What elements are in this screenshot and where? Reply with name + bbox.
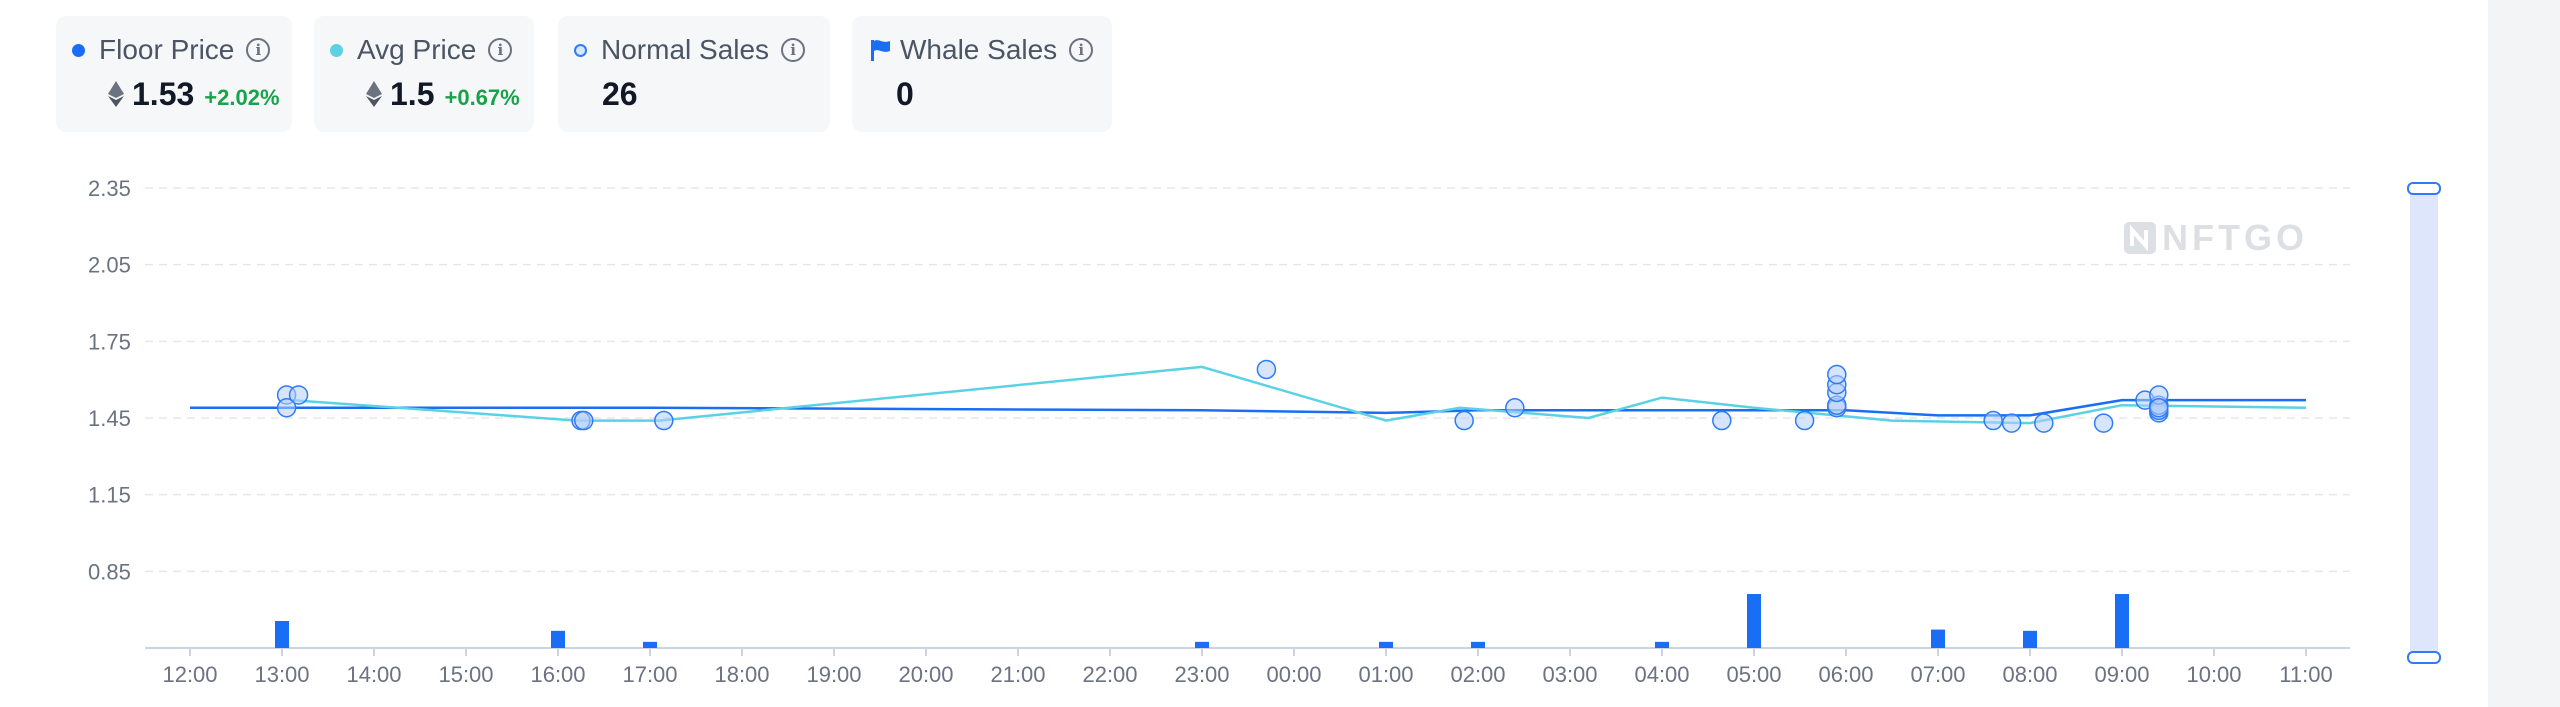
sale-point[interactable]: [654, 410, 674, 431]
grid-lines: [145, 187, 2350, 649]
sale-point[interactable]: [574, 410, 594, 431]
x-tick-label: 01:00: [1358, 662, 1413, 687]
volume-bar[interactable]: [275, 621, 289, 648]
range-slider-track[interactable]: [2410, 188, 2438, 658]
floor-price-change: +2.02%: [204, 85, 280, 110]
sale-point[interactable]: [1983, 410, 2003, 431]
volume-bar[interactable]: [2023, 630, 2037, 648]
sale-points: [276, 359, 2169, 433]
whale-flag-icon: [871, 40, 890, 61]
volume-bar[interactable]: [551, 630, 565, 648]
volume-bar[interactable]: [643, 641, 657, 648]
x-tick-label: 03:00: [1542, 662, 1597, 687]
x-tick-label: 11:00: [2279, 662, 2332, 687]
x-tick-label: 00:00: [1266, 662, 1321, 687]
volume-bar[interactable]: [1931, 629, 1945, 648]
sale-point[interactable]: [1256, 359, 1277, 380]
info-icon[interactable]: i: [781, 38, 806, 62]
range-handle-bottom[interactable]: [2407, 651, 2441, 664]
sale-point[interactable]: [2149, 398, 2169, 418]
sale-point[interactable]: [276, 398, 297, 418]
x-tick-label: 18:00: [714, 662, 769, 687]
avg-price-dot: [330, 43, 343, 57]
x-tick-label: 15:00: [438, 662, 493, 687]
sale-point[interactable]: [288, 385, 309, 405]
normal-sales-label: Normal Sales: [601, 34, 770, 65]
series-line[interactable]: [190, 398, 2306, 417]
x-tick-label: 22:00: [1082, 662, 1137, 687]
price-chart: 2.35 2.05 1.75 1.45 1.15 0.85 12:00 13:00 14:00…: [88, 176, 2441, 687]
whale-sales-card[interactable]: Whale Sales i 0: [852, 16, 1112, 132]
eth-icon: [108, 81, 124, 107]
floor-price-value: 1.53: [132, 76, 195, 112]
x-tick-label: 02:00: [1450, 662, 1505, 687]
y-tick-label: 1.15: [88, 483, 131, 508]
y-tick-label: 1.45: [88, 406, 131, 431]
x-tick-label: 14:00: [346, 662, 401, 687]
volume-bar[interactable]: [1655, 641, 1669, 648]
x-tick-label: 13:00: [254, 662, 309, 687]
y-axis-ticks: 2.35 2.05 1.75 1.45 1.15 0.85: [88, 176, 131, 584]
sale-point[interactable]: [1794, 410, 1815, 431]
normal-sales-dot: [574, 43, 587, 57]
x-tick-label: 06:00: [1818, 662, 1873, 687]
y-tick-label: 2.35: [88, 176, 131, 201]
info-icon[interactable]: i: [246, 38, 271, 62]
y-tick-label: 2.05: [88, 253, 131, 278]
info-icon[interactable]: i: [488, 38, 513, 62]
price-panel: Floor Price i 1.53 +2.02% Avg Price i 1.…: [0, 0, 2488, 707]
sale-point[interactable]: [2001, 413, 2022, 433]
volume-bar[interactable]: [1195, 641, 1209, 648]
range-slider[interactable]: [2407, 182, 2441, 664]
watermark: NFTGO: [2124, 217, 2308, 258]
y-tick-label: 1.75: [88, 329, 131, 354]
sale-point[interactable]: [1712, 410, 1732, 431]
x-axis-ticks: 12:00 13:00 14:00 15:00 16:00 17:00 18:00 19:00…: [162, 648, 2333, 687]
x-tick-label: 19:00: [806, 662, 861, 687]
x-tick-label: 17:00: [622, 662, 677, 687]
x-tick-label: 05:00: [1726, 662, 1781, 687]
floor-price-dot: [72, 43, 85, 57]
watermark-text: NFTGO: [2162, 217, 2308, 258]
whale-sales-value: 0: [896, 76, 914, 112]
eth-icon: [366, 81, 382, 107]
sale-point[interactable]: [1505, 398, 1525, 418]
whale-sales-label: Whale Sales: [900, 34, 1058, 65]
x-tick-label: 20:00: [898, 662, 953, 687]
x-tick-label: 21:00: [990, 662, 1045, 687]
x-tick-label: 04:00: [1634, 662, 1689, 687]
floor-price-label: Floor Price: [99, 34, 235, 65]
x-tick-label: 23:00: [1174, 662, 1229, 687]
x-tick-label: 10:00: [2186, 662, 2241, 687]
normal-sales-value: 26: [602, 76, 638, 112]
x-tick-label: 07:00: [1910, 662, 1965, 687]
volume-bars: [275, 594, 2129, 648]
sale-point[interactable]: [2093, 413, 2114, 433]
floor-price-card[interactable]: Floor Price i 1.53 +2.02%: [56, 16, 292, 132]
avg-price-change: +0.67%: [444, 85, 520, 110]
x-tick-label: 09:00: [2094, 662, 2149, 687]
info-icon[interactable]: i: [1069, 38, 1094, 62]
volume-bar[interactable]: [1379, 641, 1393, 648]
volume-bar[interactable]: [1471, 641, 1485, 648]
sale-point[interactable]: [2034, 413, 2054, 433]
y-tick-label: 0.85: [88, 559, 131, 584]
avg-price-label: Avg Price: [357, 34, 477, 65]
sale-point[interactable]: [1454, 410, 1474, 431]
x-tick-label: 16:00: [530, 662, 585, 687]
x-tick-label: 12:00: [162, 662, 217, 687]
x-tick-label: 08:00: [2002, 662, 2057, 687]
range-handle-top[interactable]: [2407, 182, 2441, 195]
avg-price-card[interactable]: Avg Price i 1.5 +0.67%: [314, 16, 534, 132]
volume-bar[interactable]: [2115, 594, 2129, 648]
avg-price-value: 1.5: [390, 76, 435, 112]
normal-sales-card[interactable]: Normal Sales i 26: [558, 16, 830, 132]
volume-bar[interactable]: [1747, 594, 1761, 648]
sale-point[interactable]: [1827, 364, 1847, 385]
